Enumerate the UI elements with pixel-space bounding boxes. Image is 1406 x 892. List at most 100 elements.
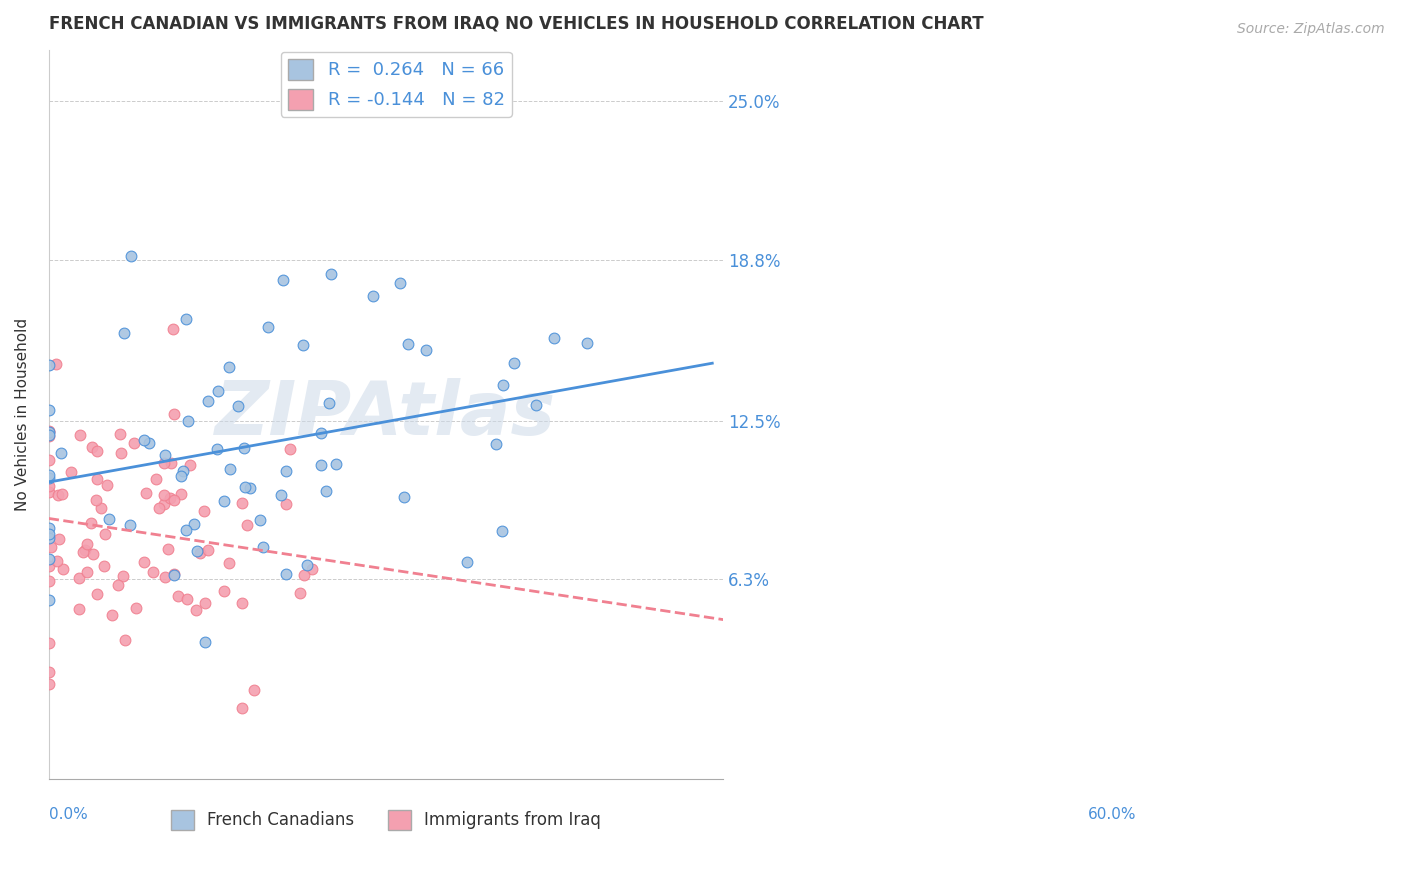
Point (49, 446, 72, 460)
Point (38, 677, 60, 691)
Point (93, 527, 115, 541)
Point (153, 456, 176, 470)
Point (38, 574, 60, 588)
Point (38, 479, 60, 493)
Point (82, 547, 104, 561)
Point (86, 587, 108, 601)
Point (274, 497, 297, 511)
Y-axis label: No Vehicles in Household: No Vehicles in Household (15, 318, 30, 511)
Point (194, 634, 217, 648)
Point (163, 492, 186, 507)
Point (456, 555, 478, 569)
Point (295, 558, 318, 572)
Text: 60.0%: 60.0% (1088, 806, 1136, 822)
Point (231, 596, 253, 610)
Point (75, 543, 97, 558)
Point (290, 585, 312, 599)
Point (51, 487, 73, 501)
Point (135, 485, 157, 500)
Point (276, 464, 298, 478)
Point (415, 343, 437, 357)
Point (101, 607, 124, 622)
Point (145, 472, 167, 486)
Point (162, 568, 184, 582)
Point (193, 504, 215, 518)
Point (67, 571, 90, 585)
Point (159, 491, 181, 505)
Point (38, 425, 60, 439)
Point (132, 555, 155, 569)
Point (111, 568, 134, 582)
Point (315, 484, 337, 499)
Point (219, 462, 242, 476)
Point (235, 518, 257, 533)
Point (45, 358, 67, 372)
Point (48, 488, 70, 502)
Point (114, 633, 136, 648)
Point (48, 532, 70, 546)
Point (271, 273, 294, 287)
Point (218, 359, 240, 374)
Point (301, 562, 323, 576)
Point (80, 516, 103, 531)
Point (38, 485, 60, 500)
Point (153, 488, 176, 502)
Point (160, 456, 183, 470)
Point (388, 277, 411, 291)
Point (188, 546, 211, 560)
Point (176, 592, 198, 607)
Point (82, 440, 104, 454)
Point (238, 481, 260, 495)
Point (72, 544, 94, 558)
Point (86, 443, 108, 458)
Point (184, 603, 207, 617)
Point (138, 436, 160, 450)
Point (197, 543, 219, 558)
Point (132, 433, 155, 447)
Point (84, 493, 107, 508)
Point (38, 358, 60, 372)
Point (186, 544, 208, 558)
Point (524, 398, 547, 412)
Point (67, 602, 90, 616)
Point (38, 467, 60, 482)
Point (174, 311, 197, 326)
Point (156, 541, 179, 556)
Point (214, 494, 236, 508)
Point (38, 425, 60, 439)
Point (309, 425, 332, 440)
Point (485, 437, 508, 451)
Point (318, 396, 340, 410)
Point (172, 464, 194, 478)
Point (90, 500, 112, 515)
Legend: French Canadians, Immigrants from Iraq: French Canadians, Immigrants from Iraq (165, 804, 607, 836)
Point (249, 513, 271, 527)
Point (183, 517, 205, 532)
Point (242, 683, 264, 698)
Point (46, 554, 69, 568)
Point (231, 701, 253, 715)
Point (311, 458, 333, 472)
Point (38, 403, 60, 417)
Point (141, 565, 163, 579)
Point (153, 497, 176, 511)
Point (148, 500, 170, 515)
Point (207, 384, 229, 399)
Point (291, 337, 314, 351)
Point (163, 567, 186, 582)
Point (38, 593, 60, 607)
Point (39, 540, 62, 554)
Point (396, 337, 419, 351)
Text: ZIPAtlas: ZIPAtlas (215, 378, 557, 450)
Point (270, 488, 292, 502)
Point (278, 442, 301, 457)
Point (543, 331, 565, 345)
Point (491, 524, 513, 539)
Point (107, 578, 129, 592)
Point (86, 472, 108, 486)
Point (153, 448, 176, 462)
Point (76, 565, 98, 579)
Point (319, 267, 342, 281)
Point (38, 428, 60, 442)
Point (252, 540, 274, 554)
